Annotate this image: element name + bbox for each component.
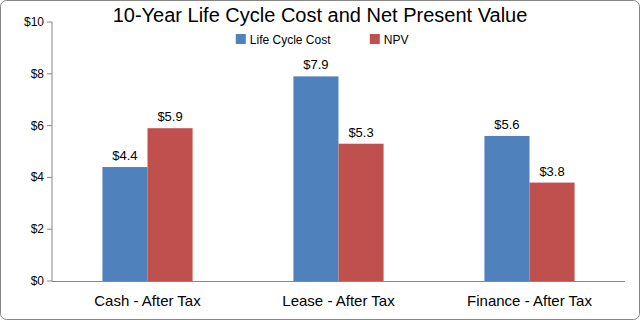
- y-tick-label: $10: [24, 15, 44, 29]
- data-label: $4.4: [112, 148, 137, 163]
- bar: [339, 144, 384, 281]
- bar: [148, 128, 193, 281]
- y-tick-label: $2: [31, 222, 45, 236]
- data-labels: $4.4 $5.9 $7.9 $5.3 $5.6 $3.8: [112, 57, 564, 178]
- title: 10-Year Life Cycle Cost and Net Present …: [113, 4, 528, 26]
- y-tick: [47, 177, 52, 178]
- x-tick-label: Lease - After Tax: [282, 292, 395, 309]
- y-tick-label: $6: [31, 119, 45, 133]
- y-tick: [47, 125, 52, 126]
- y-tick-label: $4: [31, 170, 45, 184]
- legend: Life Cycle Cost NPV: [236, 33, 409, 47]
- bar: [484, 136, 529, 281]
- legend-label: Life Cycle Cost: [250, 33, 331, 47]
- x-axis-line: [52, 281, 625, 282]
- data-label: $7.9: [303, 57, 328, 72]
- x-tick-label: Finance - After Tax: [467, 292, 592, 309]
- bar: [530, 183, 575, 281]
- data-label: $5.9: [157, 109, 182, 124]
- chart: 10-Year Life Cycle Cost and Net Present …: [0, 0, 640, 320]
- y-tick-label: $8: [31, 67, 45, 81]
- chart-border: [1, 1, 640, 320]
- y-tick: [47, 22, 52, 23]
- y-tick: [47, 281, 52, 282]
- legend-swatch: [370, 34, 380, 44]
- y-tick-label: $0: [31, 274, 45, 288]
- data-label: $3.8: [539, 164, 564, 179]
- legend-swatch: [236, 34, 246, 44]
- y-tick: [47, 229, 52, 230]
- data-label: $5.6: [494, 117, 519, 132]
- data-label: $5.3: [348, 125, 373, 140]
- bar: [293, 76, 338, 281]
- legend-label: NPV: [384, 33, 409, 47]
- bar: [102, 167, 147, 281]
- y-axis-line: [52, 22, 53, 281]
- y-tick: [47, 73, 52, 74]
- bars: [102, 76, 574, 281]
- x-tick-label: Cash - After Tax: [94, 292, 201, 309]
